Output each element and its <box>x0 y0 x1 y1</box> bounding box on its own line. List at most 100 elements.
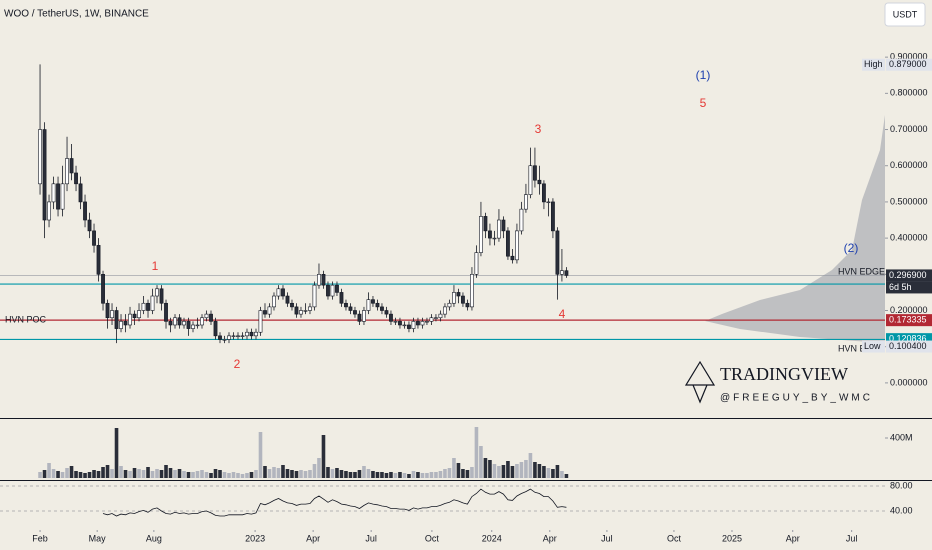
volume-bar <box>132 468 137 478</box>
volume-bar <box>240 474 245 478</box>
volume-bar <box>200 470 204 478</box>
marker-label: 0.296900 <box>889 270 927 280</box>
volume-bar <box>501 465 506 478</box>
volume-bar <box>65 468 69 478</box>
watermark-author: @FREEGUY_BY_WMC <box>720 393 873 404</box>
candle-body <box>519 208 524 232</box>
candle-body <box>137 310 141 319</box>
volume-bar <box>528 453 533 478</box>
candle-body <box>47 201 51 221</box>
volume-bar <box>186 472 191 478</box>
volume-bar <box>438 471 443 478</box>
candle-body <box>263 310 267 315</box>
candle-body <box>560 270 564 275</box>
y-tick-label: 0.800000 <box>890 88 928 98</box>
candle-body <box>371 299 375 304</box>
volume-bar <box>195 471 200 478</box>
candle-body <box>209 313 213 322</box>
currency-button[interactable] <box>884 2 926 27</box>
volume-bar <box>285 469 290 478</box>
volume-bar <box>227 473 231 478</box>
candle-body <box>461 295 465 304</box>
candle-body <box>425 321 429 323</box>
annotation: (1) <box>696 68 711 82</box>
annotation: 2 <box>234 357 241 371</box>
candle-body <box>564 270 569 276</box>
volume-bar <box>470 467 474 478</box>
candle-body <box>290 302 294 308</box>
candle-body <box>150 295 155 311</box>
volume-bar <box>308 470 312 478</box>
candle-body <box>479 216 483 253</box>
candle-body <box>155 288 159 297</box>
volume-bar <box>177 469 182 478</box>
volume-bar <box>249 472 254 478</box>
candle-body <box>191 324 195 329</box>
candle-body <box>542 183 546 203</box>
volume-bar <box>420 473 425 478</box>
volume-bar <box>492 464 497 478</box>
candle-body <box>348 306 353 311</box>
volume-bar <box>245 473 249 478</box>
y-tick-label: 0.200000 <box>890 305 928 315</box>
volume-bar <box>119 466 123 478</box>
volume-bar <box>443 469 447 478</box>
volume-bar <box>416 472 420 478</box>
volume-bar <box>110 469 114 478</box>
candle-body <box>429 317 434 322</box>
volume-bar <box>114 428 119 478</box>
volume-bar <box>330 469 335 478</box>
candle-body <box>344 302 348 308</box>
volume-bar <box>204 472 209 478</box>
volume-bar <box>92 470 96 478</box>
volume-bar <box>353 472 357 478</box>
volume-bar <box>137 469 141 478</box>
chart-title: WOO / TetherUS, 1W, BINANCE <box>4 9 149 20</box>
price-marker: Low 0.100400 <box>862 340 932 353</box>
volume-bar <box>560 471 564 478</box>
volume-bar <box>546 468 551 478</box>
volume-bar <box>461 469 465 478</box>
candle-body <box>132 313 137 319</box>
y-tick-label: 0.500000 <box>890 196 928 206</box>
volume-bar <box>146 467 150 478</box>
volume-bar <box>425 473 429 478</box>
volume-bar <box>366 469 371 478</box>
volume-bar <box>335 468 339 478</box>
candle-body <box>267 306 272 315</box>
candle-body <box>87 219 92 232</box>
candle-body <box>114 310 119 329</box>
candle-body <box>51 183 56 203</box>
volume-bar <box>182 471 186 478</box>
candle-body <box>470 274 474 308</box>
volume-bar <box>78 472 83 478</box>
volume-bar <box>281 465 285 478</box>
volume-bar <box>150 471 155 478</box>
candle-body <box>321 274 326 286</box>
volume-bar <box>321 435 326 478</box>
marker-box <box>886 58 932 71</box>
candle-body <box>366 299 371 311</box>
x-tick-label: Oct <box>667 533 682 543</box>
volume-bar <box>236 473 240 478</box>
volume-bar <box>483 458 488 478</box>
candle-body <box>204 313 209 319</box>
candle-body <box>501 219 506 232</box>
candle-body <box>456 292 461 297</box>
candle-body <box>335 284 339 293</box>
candle-body <box>497 219 501 239</box>
volume-bar <box>533 462 537 478</box>
candle-body <box>551 201 555 232</box>
volume-bar <box>312 464 317 478</box>
volume-bar <box>105 465 110 478</box>
currency-label[interactable]: USDT <box>893 9 918 19</box>
candle-body <box>231 335 236 337</box>
candle-body <box>200 317 204 326</box>
candle-body <box>375 302 380 308</box>
volume-bar <box>407 474 411 478</box>
volume-bar <box>213 469 218 478</box>
candle-body <box>173 317 177 326</box>
volume-bar <box>447 468 452 478</box>
volume-bar <box>398 472 402 478</box>
volume-bar <box>317 458 321 478</box>
